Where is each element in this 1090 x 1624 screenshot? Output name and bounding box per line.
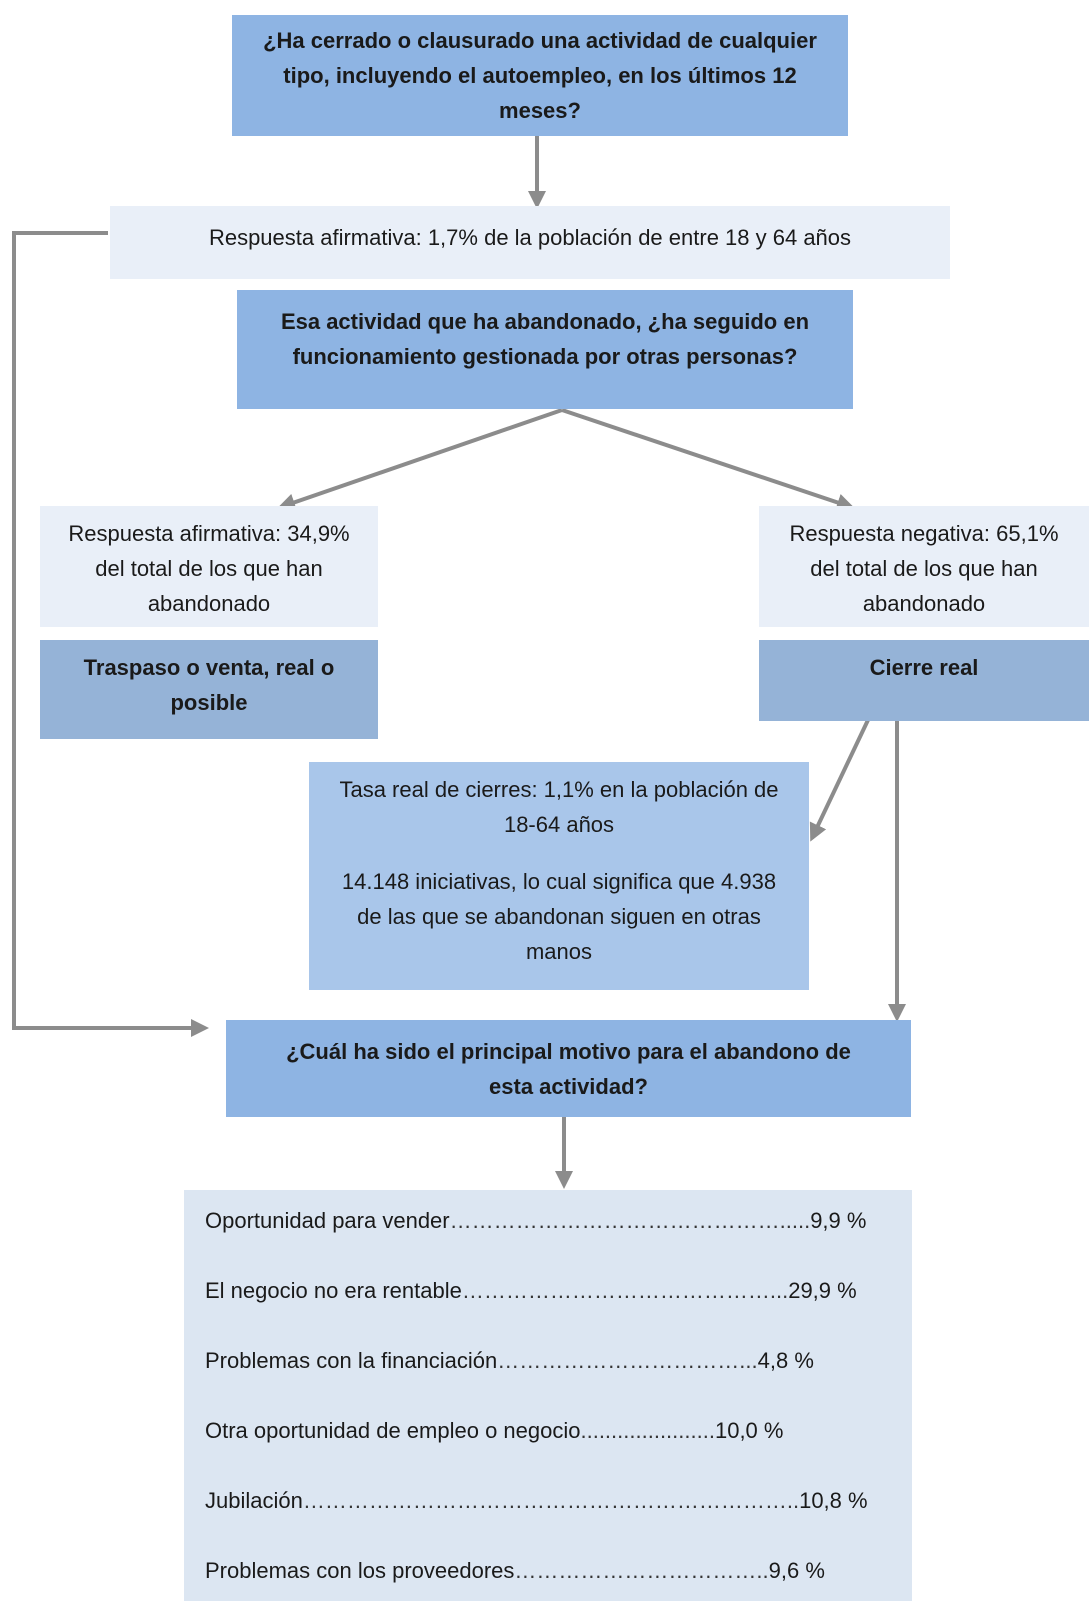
reasons-list: Oportunidad para vender………………………………………..… bbox=[184, 1190, 912, 1601]
reason-leader-dots: ………………………………………..... bbox=[449, 1208, 811, 1233]
reason-label: Problemas con la financiación bbox=[205, 1348, 498, 1373]
reason-label: Oportunidad para vender bbox=[205, 1208, 450, 1233]
response-yes-box: Respuesta afirmativa: 34,9% del total de… bbox=[40, 506, 378, 627]
reason-percentage: 10,8 % bbox=[799, 1488, 868, 1513]
reason-percentage: 29,9 % bbox=[788, 1278, 857, 1303]
reason-percentage: 10,0 % bbox=[714, 1418, 784, 1443]
response-no-text: Respuesta negativa: 65,1% del total de l… bbox=[789, 521, 1059, 616]
reason-leader-dots: ...................... bbox=[580, 1418, 715, 1443]
question-main-reason: ¿Cuál ha sido el principal motivo para e… bbox=[226, 1020, 911, 1117]
iniciativas-text: 14.148 iniciativas, lo cual significa qu… bbox=[341, 869, 777, 964]
reason-label: El negocio no era rentable bbox=[205, 1278, 462, 1303]
reason-leader-dots: ……………………………………... bbox=[461, 1278, 789, 1303]
reason-row: Oportunidad para vender………………………………………..… bbox=[205, 1204, 912, 1274]
reason-leader-dots: ……………………………... bbox=[497, 1348, 758, 1373]
reason-leader-dots: …………………………….. bbox=[514, 1558, 769, 1583]
reason-percentage: 9,6 % bbox=[768, 1558, 825, 1583]
traspaso-venta-text: Traspaso o venta, real o posible bbox=[83, 655, 335, 715]
arrow-cierre-to-tasa bbox=[809, 719, 870, 842]
reason-leader-dots: ………………………………………………………….. bbox=[302, 1488, 800, 1513]
reason-label: Problemas con los proveedores bbox=[205, 1558, 515, 1583]
question-continued-by-others-text: Esa actividad que ha abandonado, ¿ha seg… bbox=[280, 309, 810, 369]
tasa-real-cierres-text: Tasa real de cierres: 1,1% en la poblaci… bbox=[339, 777, 779, 837]
cierre-real-text: Cierre real bbox=[869, 655, 979, 680]
reason-percentage: 4,8 % bbox=[757, 1348, 814, 1373]
response-affirmative-population: Respuesta afirmativa: 1,7% de la poblaci… bbox=[110, 206, 950, 279]
reason-row: Jubilación………………………………………………………….. 10,8 % bbox=[205, 1484, 912, 1554]
response-affirmative-population-text: Respuesta afirmativa: 1,7% de la poblaci… bbox=[208, 225, 852, 250]
reason-label: Otra oportunidad de empleo o negocio bbox=[205, 1418, 581, 1443]
response-no-box: Respuesta negativa: 65,1% del total de l… bbox=[759, 506, 1089, 627]
traspaso-venta-box: Traspaso o venta, real o posible bbox=[40, 640, 378, 739]
question-continued-by-others: Esa actividad que ha abandonado, ¿ha seg… bbox=[237, 290, 853, 409]
question-closed-activity: ¿Ha cerrado o clausurado una actividad d… bbox=[232, 15, 848, 136]
tasa-real-cierres-box: Tasa real de cierres: 1,1% en la poblaci… bbox=[309, 762, 809, 990]
reason-row: Otra oportunidad de empleo o negocio....… bbox=[205, 1414, 912, 1484]
reason-percentage: 9,9 % bbox=[810, 1208, 867, 1233]
reason-row: Problemas con la financiación……………………………… bbox=[205, 1344, 912, 1414]
reason-row: Problemas con los proveedores……………………………… bbox=[205, 1554, 912, 1624]
arrow-q2-to-no bbox=[561, 408, 855, 512]
response-yes-text: Respuesta afirmativa: 34,9% del total de… bbox=[68, 521, 350, 616]
cierre-real-box: Cierre real bbox=[759, 640, 1089, 721]
reason-label: Jubilación bbox=[205, 1488, 303, 1513]
question-closed-activity-text: ¿Ha cerrado o clausurado una actividad d… bbox=[263, 28, 817, 123]
reason-row: El negocio no era rentable……………………………………… bbox=[205, 1274, 912, 1344]
question-main-reason-text: ¿Cuál ha sido el principal motivo para e… bbox=[286, 1038, 851, 1099]
arrow-q2-to-yes bbox=[277, 408, 563, 511]
arrow-skip-to-q3 bbox=[12, 231, 209, 1037]
